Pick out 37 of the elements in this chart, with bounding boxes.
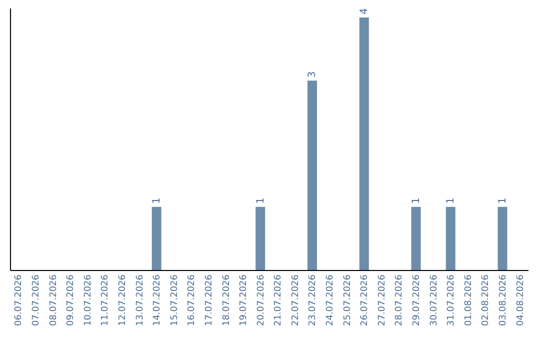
x-tick-label: 29.07.2026 — [412, 274, 422, 326]
x-tick-label: 14.07.2026 — [152, 274, 163, 326]
x-tick-label: 11.07.2026 — [100, 274, 111, 326]
data-label: 1 — [497, 197, 508, 204]
x-tick-label: 27.07.2026 — [377, 274, 388, 326]
data-label: 1 — [255, 197, 266, 204]
data-label: 1 — [152, 197, 163, 204]
x-tick-label: 25.07.2026 — [342, 274, 353, 326]
x-tick-label: 22.07.2026 — [290, 274, 301, 326]
x-tick-label: 26.07.2026 — [360, 274, 370, 326]
x-tick-label: 31.07.2026 — [446, 274, 457, 326]
x-tick-label: 03.08.2026 — [498, 274, 508, 326]
x-tick-label: 07.07.2026 — [32, 274, 42, 326]
x-tick-label: 17.07.2026 — [204, 274, 214, 326]
x-tick-label: 18.07.2026 — [222, 274, 232, 326]
x-tick-label: 10.07.2026 — [83, 274, 94, 326]
x-tick-label: 01.08.2026 — [464, 274, 474, 326]
x-tick-label: 02.08.2026 — [481, 274, 492, 326]
x-tick-label: 19.07.2026 — [239, 274, 250, 326]
x-tick-label: 13.07.2026 — [135, 274, 146, 326]
x-tick-label: 21.07.2026 — [274, 274, 284, 326]
x-tick-label: 15.07.2026 — [170, 274, 180, 326]
x-tick-label: 08.07.2026 — [48, 274, 59, 326]
x-tick-label: 16.07.2026 — [187, 274, 198, 326]
x-tick-label: 12.07.2026 — [118, 274, 128, 326]
x-tick-label: 28.07.2026 — [394, 274, 405, 326]
x-tick-label: 24.07.2026 — [326, 274, 336, 326]
x-tick-label: 06.07.2026 — [14, 274, 24, 326]
x-tick-label: 09.07.2026 — [66, 274, 76, 326]
data-label: 4 — [359, 8, 370, 14]
x-tick-label: 30.07.2026 — [429, 274, 440, 326]
x-tick-label: 23.07.2026 — [308, 274, 318, 326]
x-tick-label: 20.07.2026 — [256, 274, 266, 326]
x-tick-label: 04.08.2026 — [516, 274, 526, 326]
data-label: 3 — [307, 71, 318, 78]
data-label: 1 — [446, 197, 457, 204]
data-label: 1 — [411, 197, 422, 204]
